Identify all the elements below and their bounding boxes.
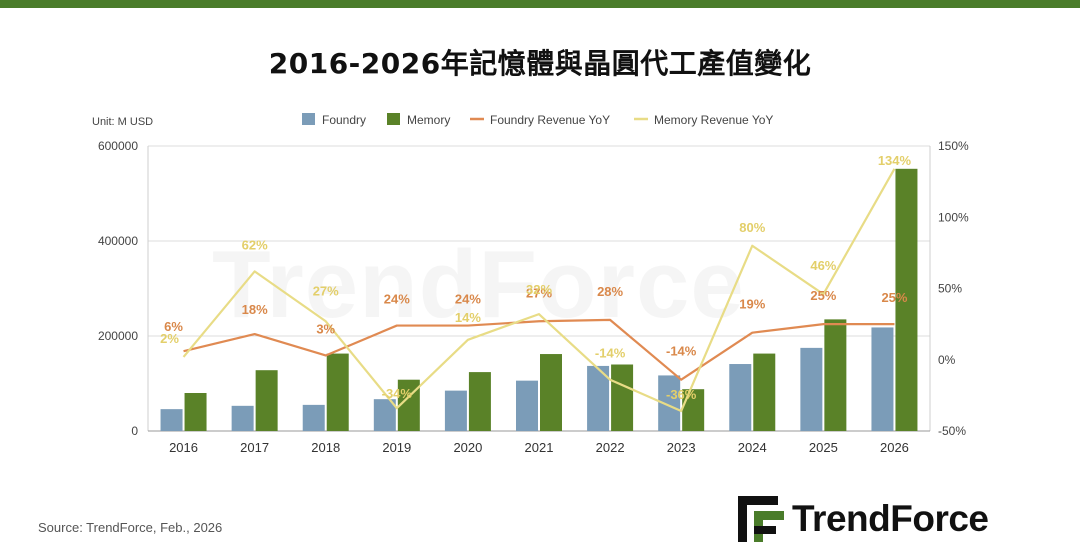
foundry-yoy-data-label: -14% [666,344,697,359]
memory-bar [184,393,207,431]
memory-yoy-data-label: -14% [595,346,626,361]
foundry-yoy-data-label: 18% [242,302,268,317]
trendforce-logo: TrendForce [738,496,989,542]
x-tick-label: 2019 [382,440,411,455]
y-left-tick-label: 400000 [98,234,138,248]
foundry-yoy-data-label: 6% [164,319,183,334]
memory-bar [255,370,278,431]
y-left-tick-label: 200000 [98,329,138,343]
y-right-tick-label: -50% [938,424,966,438]
x-tick-label: 2016 [169,440,198,455]
memory-bar [468,372,491,431]
source-note: Source: TrendForce, Feb., 2026 [38,520,223,535]
x-tick-label: 2022 [596,440,625,455]
foundry-yoy-line [183,318,895,381]
foundry-bar [729,364,752,431]
memory-yoy-data-label: 2% [160,331,179,346]
foundry-bar [302,404,325,431]
memory-bar [824,319,847,431]
x-tick-label: 2018 [311,440,340,455]
memory-bar [682,389,705,431]
chart-title: 2016-2026年記憶體與晶圓代工產值變化 [268,47,812,80]
y-left-tick-label: 0 [131,424,138,438]
memory-yoy-data-label: 62% [242,237,268,252]
memory-yoy-data-label: -34% [382,386,413,401]
memory-bar [540,354,562,431]
memory-bar [326,353,349,431]
foundry-bar [800,347,823,431]
x-tick-label: 2017 [240,440,269,455]
legend-swatch [302,113,315,125]
legend-label: Memory Revenue YoY [654,113,773,127]
trendforce-logo-icon [738,496,784,542]
foundry-yoy-data-label: 19% [739,297,765,312]
x-tick-label: 2020 [453,440,482,455]
y-right-tick-label: 50% [938,282,962,296]
memory-yoy-data-label: 46% [810,258,836,273]
foundry-bar [587,365,610,431]
memory-yoy-line [182,168,896,413]
x-tick-label: 2025 [809,440,838,455]
memory-bar [611,364,634,431]
x-tick-label: 2026 [880,440,909,455]
memory-bar [895,168,918,432]
foundry-bar [231,405,254,431]
memory-yoy-data-label: 27% [313,283,339,298]
memory-yoy-data-label: 14% [455,310,481,325]
foundry-yoy-data-label: 25% [881,290,907,305]
foundry-yoy-data-label: 24% [384,292,410,307]
memory-yoy-data-label: -36% [666,387,697,402]
logo-text: TrendForce [792,498,989,539]
foundry-bar [658,375,681,431]
foundry-yoy-data-label: 28% [597,284,623,299]
memory-yoy-data-label: 32% [526,282,552,297]
foundry-bar [516,380,538,431]
x-tick-label: 2021 [525,440,554,455]
y-right-tick-label: 0% [938,353,956,367]
y-right-tick-label: 100% [938,210,969,224]
foundry-bar [444,390,467,431]
memory-yoy-data-label: 80% [739,220,765,235]
y-right-tick-label: 150% [938,139,969,153]
unit-label: Unit: M USD [92,116,153,128]
legend-label: Foundry [322,113,366,127]
x-tick-label: 2023 [667,440,696,455]
foundry-yoy-data-label: 24% [455,292,481,307]
foundry-yoy-data-label: 27% [526,285,552,300]
foundry-bar [871,327,894,431]
memory-yoy-data-label: 134% [878,153,912,168]
top-accent-bar [0,0,1080,8]
foundry-yoy-data-label: 3% [316,321,335,336]
x-tick-label: 2024 [738,440,767,455]
foundry-bar [160,409,183,431]
y-left-tick-label: 600000 [98,139,138,153]
foundry-bar [373,399,396,431]
memory-bar [753,353,776,431]
legend-swatch [387,113,400,125]
legend-label: Memory [407,113,450,127]
legend-label: Foundry Revenue YoY [490,113,610,127]
foundry-yoy-data-label: 25% [810,288,836,303]
